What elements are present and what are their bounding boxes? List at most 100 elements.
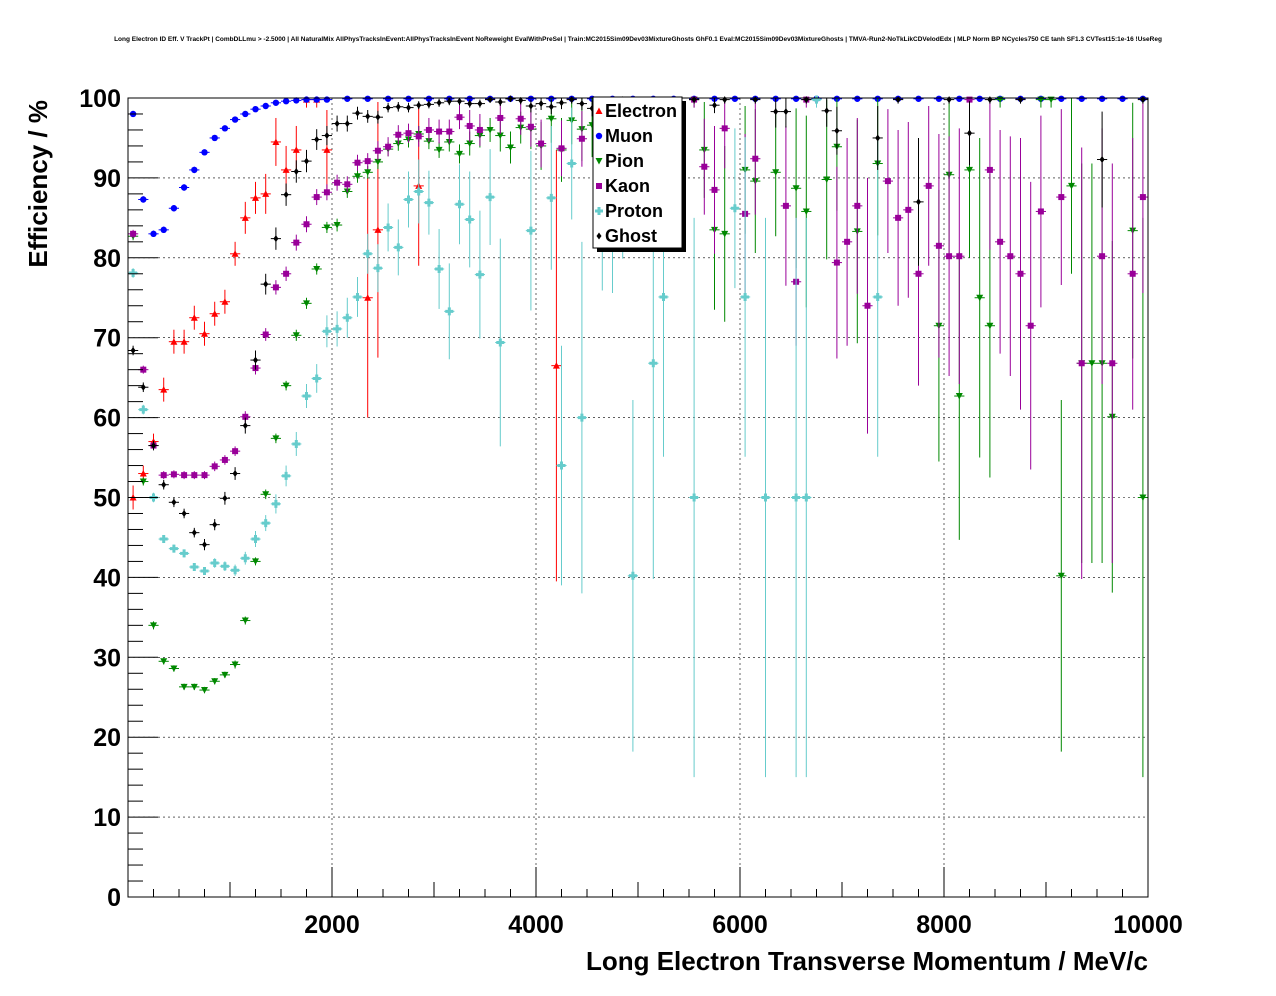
kaon-point <box>374 147 381 154</box>
kaon-point <box>191 472 198 479</box>
ghost-point <box>202 541 207 549</box>
legend-label-electron: Electron <box>605 101 677 121</box>
muon-point <box>1098 95 1106 102</box>
proton-point <box>220 562 229 571</box>
proton-point <box>282 471 291 480</box>
proton-point <box>496 338 505 347</box>
pion-point <box>456 150 463 158</box>
muon-point <box>293 97 300 104</box>
proton-point <box>741 292 750 301</box>
legend-label-kaon: Kaon <box>605 176 650 196</box>
kaon-point <box>517 115 524 122</box>
legend-marker-kaon <box>596 183 602 189</box>
proton-point <box>547 193 556 202</box>
muon-point <box>405 95 412 102</box>
ghost-point <box>824 107 830 115</box>
kaon-point <box>476 126 483 133</box>
kaon-point <box>925 182 932 189</box>
muon-point <box>313 96 320 103</box>
ghost-point <box>477 100 483 108</box>
muon-point <box>527 95 535 102</box>
proton-point <box>129 268 138 277</box>
kaon-point <box>385 143 392 150</box>
kaon-point <box>415 133 422 140</box>
proton-point <box>577 413 586 422</box>
proton-point <box>251 535 260 544</box>
muon-point <box>364 95 371 102</box>
kaon-point <box>262 331 269 338</box>
kaon-point <box>456 114 463 121</box>
ghost-point <box>467 100 473 108</box>
ghost-point <box>508 95 513 103</box>
pion-point <box>486 126 494 134</box>
electron-point <box>241 214 249 221</box>
muon-point <box>384 95 392 102</box>
y-tick-label: 30 <box>93 644 121 672</box>
pion-point <box>466 140 474 148</box>
kaon-point <box>395 131 402 138</box>
proton-point <box>812 95 821 104</box>
kaon-point <box>711 186 718 193</box>
legend-marker-pion <box>595 158 603 165</box>
ghost-point <box>916 198 921 206</box>
kaon-point <box>446 128 453 135</box>
electron-point <box>252 194 259 201</box>
ghost-point <box>304 157 309 165</box>
pion-point <box>272 435 280 442</box>
kaon-point <box>181 472 188 479</box>
muon-point <box>915 95 922 102</box>
pion-point <box>241 617 249 625</box>
proton-point <box>271 499 280 508</box>
pion-point <box>955 393 963 400</box>
legend-marker-proton <box>595 207 603 215</box>
kaon-point <box>884 178 891 185</box>
proton-point <box>261 519 270 528</box>
kaon-point <box>752 155 759 162</box>
kaon-point <box>170 471 177 478</box>
kaon-point <box>232 448 239 455</box>
muon-point <box>1078 95 1085 102</box>
ghost-point <box>181 509 187 517</box>
pion-point <box>323 224 331 231</box>
muon-point <box>150 230 157 238</box>
pion-point <box>792 185 800 192</box>
proton-point <box>322 327 331 336</box>
muon-point <box>1058 95 1065 102</box>
kaon-point <box>1037 208 1044 215</box>
pion-point <box>160 658 168 665</box>
pion-point <box>986 322 994 330</box>
ghost-point <box>834 127 840 135</box>
y-tick-label: 100 <box>79 85 121 113</box>
pion-point <box>231 661 239 668</box>
ghost-point <box>344 120 350 128</box>
kaon-point <box>721 125 728 132</box>
kaon-point <box>782 202 789 209</box>
pion-point <box>282 382 290 390</box>
ghost-point <box>548 103 554 111</box>
muon-point <box>854 95 861 102</box>
muon-point <box>272 99 280 106</box>
kaon-point <box>1027 322 1034 329</box>
kaon-point <box>293 239 300 246</box>
kaon-point <box>160 472 167 479</box>
pion-point <box>1088 360 1096 367</box>
pion-point <box>170 665 178 672</box>
muon-point <box>323 96 331 103</box>
ghost-point <box>161 481 167 489</box>
proton-point <box>465 215 474 224</box>
ghost-point <box>334 120 340 128</box>
pion-point <box>354 173 361 180</box>
proton-point <box>190 563 199 572</box>
chart-title: Long Electron ID Eff. V TrackPt | CombDL… <box>114 36 1162 43</box>
ghost-point <box>538 100 544 108</box>
electron-point <box>292 146 300 153</box>
muon-point <box>160 226 167 234</box>
electron-point <box>201 330 208 337</box>
electron-point <box>364 294 372 301</box>
proton-point <box>180 549 189 558</box>
y-tick-label: 10 <box>93 804 121 832</box>
kaon-point <box>935 242 942 249</box>
ghost-point <box>293 168 299 176</box>
ghost-point <box>559 99 564 107</box>
pion-point <box>1057 572 1065 580</box>
